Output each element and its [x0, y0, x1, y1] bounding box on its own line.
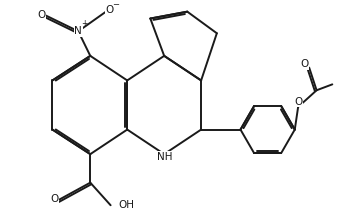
- Text: OH: OH: [118, 200, 134, 210]
- Text: O: O: [50, 194, 59, 204]
- Text: NH: NH: [157, 152, 173, 162]
- Text: O: O: [105, 5, 114, 15]
- Text: O: O: [300, 59, 308, 69]
- Text: −: −: [112, 0, 119, 9]
- Text: N: N: [74, 26, 82, 36]
- Text: +: +: [81, 19, 88, 28]
- Text: O: O: [37, 10, 46, 19]
- Text: O: O: [295, 97, 303, 107]
